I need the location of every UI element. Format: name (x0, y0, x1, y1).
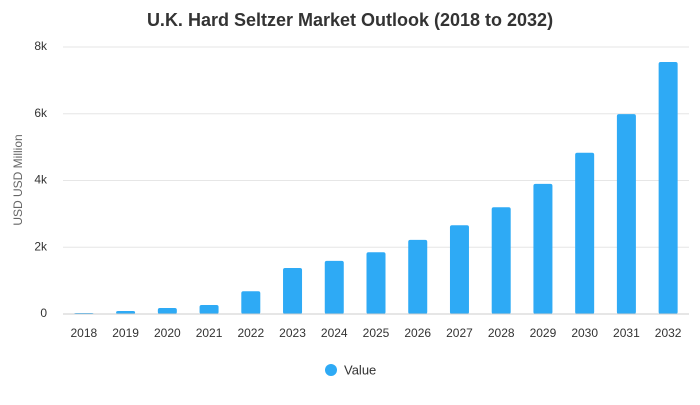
chart-title: U.K. Hard Seltzer Market Outlook (2018 t… (147, 10, 553, 30)
bar-2019[interactable] (116, 310, 136, 314)
x-tick-label: 2031 (613, 326, 640, 340)
legend-label-value: Value (344, 362, 376, 377)
x-tick-label: 2024 (321, 326, 348, 340)
legend[interactable]: Value (325, 362, 376, 377)
bars (74, 62, 678, 315)
bar-2030[interactable] (575, 152, 595, 314)
x-tick-label: 2032 (655, 326, 682, 340)
x-tick-label: 2023 (279, 326, 306, 340)
x-tick-label: 2025 (363, 326, 390, 340)
bar-2027[interactable] (449, 225, 469, 314)
y-tick-label: 0 (40, 306, 47, 320)
legend-swatch-value (325, 364, 337, 376)
y-tick-label: 2k (34, 239, 48, 253)
bar-2029[interactable] (533, 183, 553, 314)
x-tick-label: 2026 (404, 326, 431, 340)
bar-2024[interactable] (324, 260, 344, 314)
x-tick-label: 2020 (154, 326, 181, 340)
y-axis-label: USD USD Million (11, 134, 25, 225)
bar-2025[interactable] (366, 252, 386, 314)
y-tick-label: 6k (34, 106, 48, 120)
bar-2026[interactable] (408, 239, 428, 314)
x-tick-label: 2029 (530, 326, 557, 340)
bar-2028[interactable] (491, 207, 511, 314)
bar-2022[interactable] (241, 291, 261, 314)
y-tick-label: 8k (34, 39, 48, 53)
x-tick-label: 2022 (237, 326, 264, 340)
bar-2032[interactable] (658, 62, 678, 314)
x-tick-label: 2021 (196, 326, 223, 340)
y-axis-ticks: 0 2k 4k 6k 8k (34, 39, 48, 320)
x-tick-label: 2030 (571, 326, 598, 340)
bar-2021[interactable] (199, 304, 219, 314)
x-axis-ticks: 2018 2019 2020 2021 2022 2023 2024 2025 2026 2027… (71, 326, 682, 340)
x-tick-label: 2028 (488, 326, 515, 340)
bar-2023[interactable] (283, 267, 303, 314)
x-tick-label: 2027 (446, 326, 473, 340)
gridlines (63, 46, 689, 248)
x-tick-label: 2019 (112, 326, 139, 340)
bar-2031[interactable] (616, 114, 636, 315)
bar-2020[interactable] (157, 307, 177, 314)
x-tick-label: 2018 (71, 326, 98, 340)
y-tick-label: 4k (34, 173, 48, 187)
